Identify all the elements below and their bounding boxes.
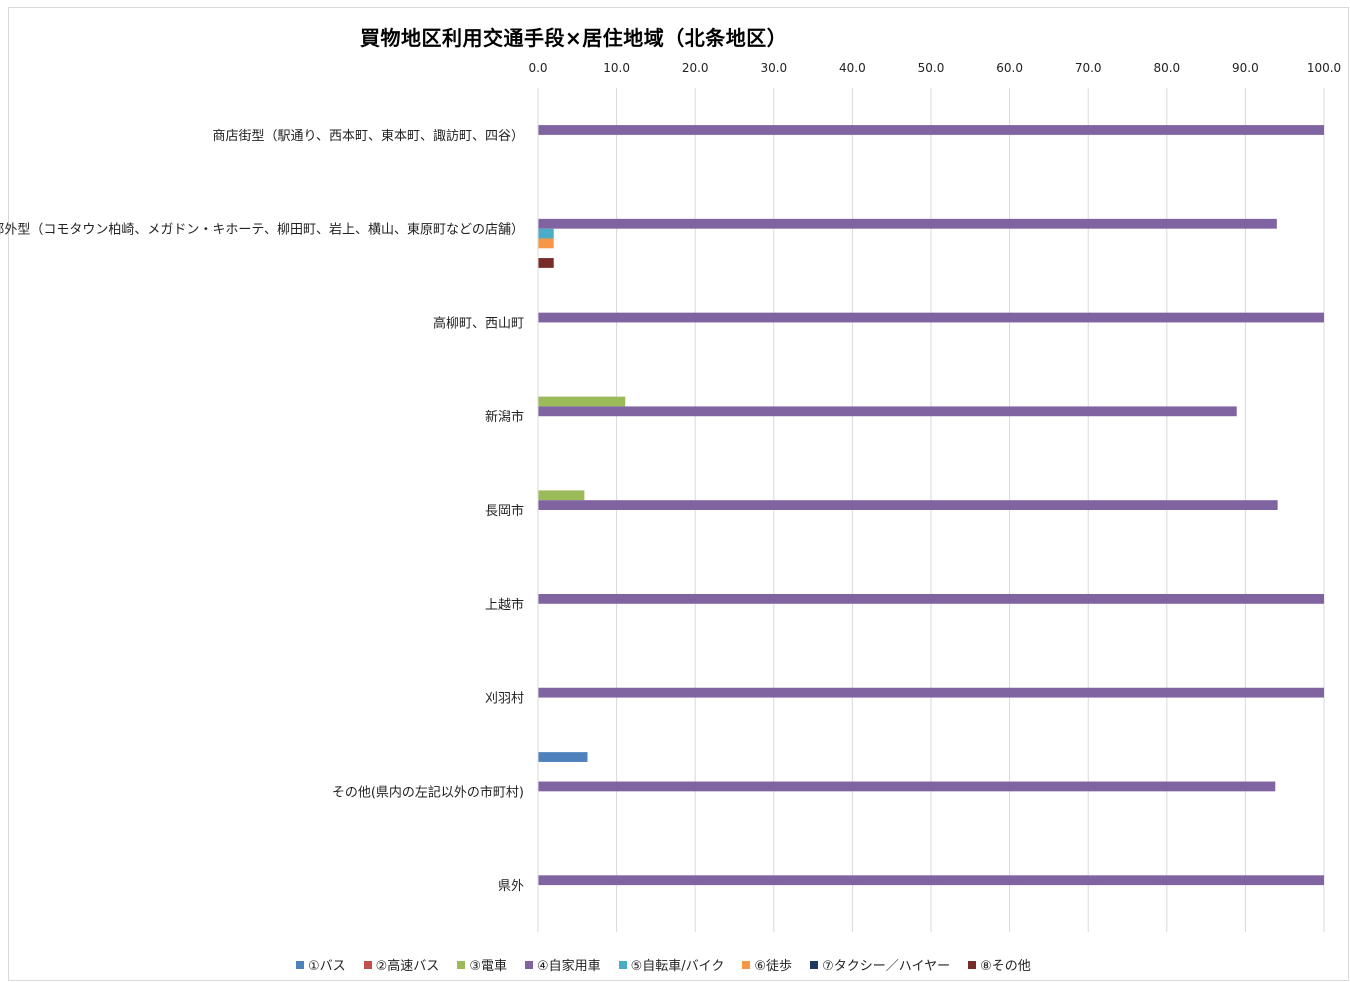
bar (538, 312, 1324, 323)
legend-label: ⑥徒歩 (754, 959, 793, 974)
legend-item: ⑧その他 (968, 955, 1031, 974)
bar (538, 752, 588, 762)
category-label: 上越市 (485, 597, 524, 613)
x-tick-label: 70.0 (1075, 61, 1102, 75)
legend-label: ②高速バス (375, 959, 440, 974)
legend-item: ④自家用車 (524, 955, 601, 974)
legend-item: ⑤自転車/バイク (618, 955, 725, 974)
bar (538, 875, 1324, 886)
legend-item: ②高速バス (363, 955, 440, 974)
legend-swatch (742, 960, 751, 969)
bar (538, 781, 1276, 792)
legend-label: ⑤自転車/バイク (630, 959, 725, 974)
x-tick-label: 10.0 (603, 61, 630, 75)
category-label: 高柳町、西山町 (433, 315, 524, 331)
category-label: 郊外型（コモタウン柏崎、メガドン・キホーテ、柳田町、岩上、横山、東原町などの店舗… (0, 222, 524, 238)
x-tick-label: 60.0 (996, 61, 1023, 75)
legend-swatch (296, 960, 304, 969)
chart-frame (8, 7, 1349, 981)
legend-label: ⑦タクシー／ハイヤー (822, 959, 951, 974)
category-label: 刈羽村 (485, 692, 524, 707)
x-tick-label: 100.0 (1307, 61, 1341, 75)
category-label: 商店街型（駅通り、西本町、東本町、諏訪町、四谷） (213, 128, 524, 144)
x-tick-label: 30.0 (760, 61, 787, 75)
bar (538, 238, 554, 249)
bar (538, 500, 1278, 510)
bar (538, 593, 1324, 604)
x-tick-label: 50.0 (918, 61, 945, 75)
bar (538, 396, 626, 407)
legend-swatch (968, 960, 977, 969)
bar (538, 687, 1324, 698)
x-tick-label: 80.0 (1153, 61, 1180, 75)
x-tick-label: 90.0 (1232, 61, 1259, 75)
bar (538, 125, 1324, 135)
category-label: その他(県内の左記以外の市町村) (332, 784, 524, 800)
bar (538, 258, 554, 268)
legend-swatch (810, 960, 819, 969)
bar (538, 218, 1277, 229)
x-tick-label: 0.0 (528, 61, 547, 75)
legend-swatch (457, 960, 466, 969)
legend-swatch (524, 960, 533, 969)
legend-label: ⑧その他 (980, 959, 1031, 974)
legend-label: ①バス (308, 959, 346, 974)
bar (538, 406, 1237, 417)
legend-label: ③電車 (469, 959, 507, 974)
legend-item: ①バス (296, 955, 346, 974)
legend-item: ⑥徒歩 (742, 955, 792, 974)
bar (538, 228, 554, 239)
x-tick-label: 20.0 (682, 61, 709, 75)
legend: ①バス ②高速バス ③電車 ④自家用車 ⑤自転車/バイク ⑥徒歩 ⑦タクシー／ハイヤー ⑧その… (296, 955, 1031, 974)
chart-title: 買物地区利用交通手段×居住地域（北条地区） (360, 26, 788, 50)
category-label: 県外 (498, 879, 524, 894)
x-tick-label: 40.0 (839, 61, 866, 75)
bar (538, 490, 585, 501)
category-label: 長岡市 (485, 503, 524, 519)
legend-swatch (363, 960, 372, 969)
category-label: 新潟市 (485, 409, 524, 425)
legend-item: ③電車 (457, 955, 507, 974)
legend-label: ④自家用車 (536, 959, 601, 974)
legend-swatch (618, 960, 627, 969)
legend-item: ⑦タクシー／ハイヤー (810, 955, 950, 974)
